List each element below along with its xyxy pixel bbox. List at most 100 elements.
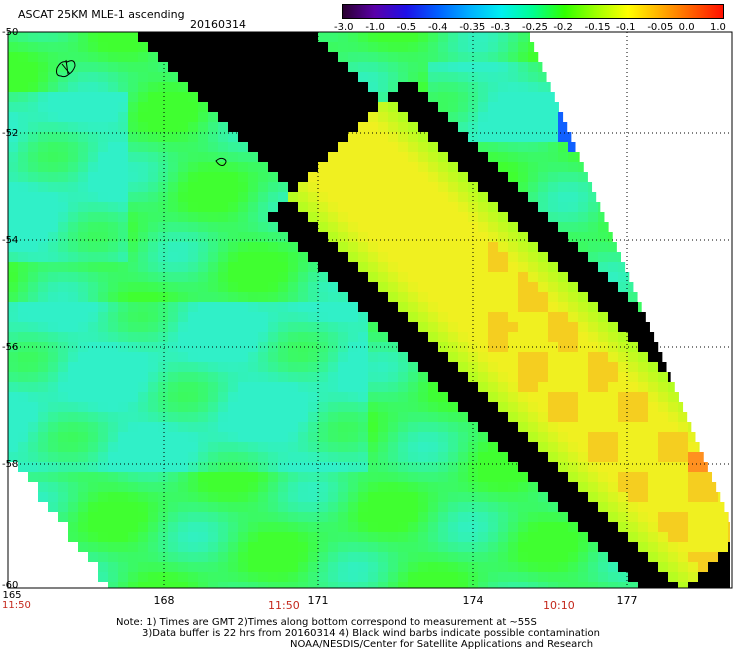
- wind-pixel: [98, 112, 108, 122]
- wind-pixel: [28, 392, 38, 402]
- wind-pixel: [128, 242, 138, 252]
- wind-pixel: [98, 162, 108, 172]
- wind-pixel: [18, 362, 28, 372]
- wind-pixel: [538, 172, 548, 182]
- wind-pixel: [208, 192, 218, 202]
- wind-pixel: [308, 582, 318, 588]
- wind-pixel: [228, 202, 238, 212]
- wind-pixel: [418, 252, 428, 262]
- wind-pixel: [338, 532, 348, 542]
- wind-pixel: [518, 102, 528, 112]
- wind-pixel: [158, 302, 168, 312]
- wind-pixel: [448, 432, 458, 442]
- wind-pixel: [168, 352, 178, 362]
- wind-pixel: [268, 182, 278, 192]
- wind-pixel: [48, 392, 58, 402]
- lat-label: -54: [2, 235, 18, 246]
- wind-pixel: [518, 272, 528, 282]
- wind-pixel: [528, 432, 538, 442]
- wind-pixel: [468, 502, 478, 512]
- wind-pixel: [488, 62, 498, 72]
- wind-pixel: [48, 272, 58, 282]
- wind-pixel: [408, 282, 418, 292]
- wind-pixel: [28, 362, 38, 372]
- wind-pixel: [108, 142, 118, 152]
- wind-pixel: [198, 82, 208, 92]
- wind-pixel: [78, 122, 88, 132]
- wind-pixel: [308, 272, 318, 282]
- wind-pixel: [678, 532, 688, 542]
- wind-pixel: [238, 332, 248, 342]
- wind-pixel: [658, 552, 668, 562]
- wind-pixel: [398, 572, 408, 582]
- wind-pixel: [68, 482, 78, 492]
- wind-pixel: [638, 472, 648, 482]
- wind-pixel: [188, 552, 198, 562]
- wind-pixel: [618, 302, 628, 312]
- wind-pixel: [68, 282, 78, 292]
- wind-pixel: [88, 422, 98, 432]
- wind-pixel: [398, 112, 408, 122]
- wind-pixel: [498, 322, 508, 332]
- wind-pixel: [258, 32, 268, 42]
- wind-pixel: [18, 302, 28, 312]
- wind-pixel: [218, 452, 228, 462]
- wind-pixel: [728, 552, 730, 562]
- wind-pixel: [678, 442, 688, 452]
- wind-pixel: [448, 382, 458, 392]
- wind-pixel: [38, 362, 48, 372]
- wind-pixel: [518, 62, 528, 72]
- wind-pixel: [58, 82, 68, 92]
- wind-pixel: [168, 512, 178, 522]
- wind-pixel: [98, 422, 108, 432]
- wind-pixel: [208, 52, 218, 62]
- wind-pixel: [28, 62, 38, 72]
- wind-pixel: [558, 132, 568, 142]
- wind-pixel: [548, 322, 558, 332]
- wind-pixel: [368, 412, 378, 422]
- wind-pixel: [408, 422, 418, 432]
- wind-pixel: [278, 192, 288, 202]
- wind-pixel: [88, 202, 98, 212]
- wind-pixel: [568, 302, 578, 312]
- wind-pixel: [718, 522, 728, 532]
- wind-pixel: [718, 572, 728, 582]
- wind-pixel: [508, 212, 518, 222]
- wind-pixel: [588, 492, 598, 502]
- wind-pixel: [398, 432, 408, 442]
- wind-pixel: [438, 92, 448, 102]
- wind-pixel: [528, 82, 538, 92]
- wind-pixel: [268, 32, 278, 42]
- wind-pixel: [638, 432, 648, 442]
- wind-pixel: [198, 322, 208, 332]
- wind-pixel: [358, 502, 368, 512]
- wind-pixel: [488, 182, 498, 192]
- wind-pixel: [288, 522, 298, 532]
- wind-pixel: [608, 362, 618, 372]
- wind-pixel: [468, 382, 478, 392]
- wind-pixel: [528, 412, 538, 422]
- wind-pixel: [278, 302, 288, 312]
- wind-pixel: [558, 502, 568, 512]
- wind-pixel: [118, 92, 128, 102]
- wind-pixel: [588, 222, 598, 232]
- wind-pixel: [638, 552, 648, 562]
- wind-pixel: [308, 262, 318, 272]
- wind-pixel: [538, 382, 548, 392]
- wind-pixel: [498, 482, 508, 492]
- wind-pixel: [598, 332, 608, 342]
- wind-pixel: [28, 122, 38, 132]
- wind-pixel: [558, 272, 568, 282]
- wind-pixel: [128, 202, 138, 212]
- wind-pixel: [588, 212, 598, 222]
- wind-pixel: [38, 452, 48, 462]
- wind-pixel: [398, 272, 408, 282]
- wind-pixel: [308, 72, 318, 82]
- wind-pixel: [568, 322, 578, 332]
- wind-pixel: [588, 442, 598, 452]
- wind-pixel: [438, 432, 448, 442]
- wind-pixel: [248, 182, 258, 192]
- wind-pixel: [8, 202, 18, 212]
- wind-pixel: [228, 562, 238, 572]
- wind-pixel: [588, 472, 598, 482]
